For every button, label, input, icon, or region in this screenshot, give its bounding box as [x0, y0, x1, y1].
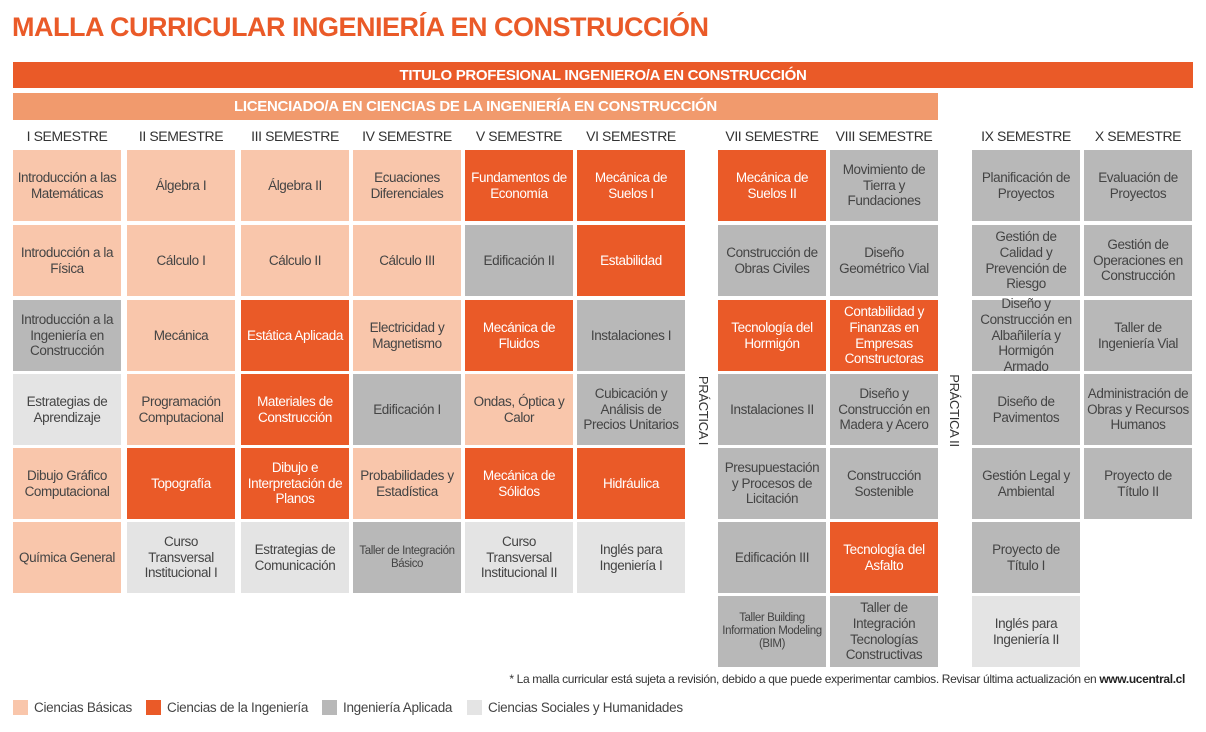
course-cell: Curso Transversal Institucional I	[127, 522, 235, 593]
course-cell: Cubicación y Análisis de Precios Unitari…	[577, 374, 685, 445]
course-cell: Edificación I	[353, 374, 461, 445]
course-cell: Tecnología del Asfalto	[830, 522, 938, 593]
course-cell: Taller Building Information Modeling (BI…	[718, 596, 826, 667]
course-cell: Mecánica de Suelos I	[577, 150, 685, 221]
course-cell: Introducción a la Ingeniería en Construc…	[13, 300, 121, 371]
semester-header: V SEMESTRE	[475, 128, 563, 144]
course-cell: Evaluación de Proyectos	[1084, 150, 1192, 221]
course-cell: Cálculo II	[241, 225, 349, 296]
footnote-link[interactable]: www.ucentral.cl	[1099, 672, 1185, 686]
course-cell: Programación Computacional	[127, 374, 235, 445]
course-cell: Química General	[13, 522, 121, 593]
course-cell: Contabilidad y Finanzas en Empresas Cons…	[830, 300, 938, 371]
course-cell: Estabilidad	[577, 225, 685, 296]
legend-item-ciencias-ingenieria: Ciencias de la Ingeniería	[146, 697, 308, 717]
course-cell: Mecánica de Fluidos	[465, 300, 573, 371]
practica-2-text: PRÁCTICA II	[946, 373, 962, 447]
course-cell: Probabilidades y Estadística	[353, 448, 461, 519]
course-cell: Cálculo III	[353, 225, 461, 296]
course-cell: Estática Aplicada	[241, 300, 349, 371]
semester-header: IX SEMESTRE	[981, 128, 1071, 144]
course-cell: Construcción Sostenible	[830, 448, 938, 519]
legend-label: Ciencias de la Ingeniería	[167, 699, 309, 715]
footnote: * La malla curricular está sujeta a revi…	[450, 672, 1185, 686]
course-cell: Ondas, Óptica y Calor	[465, 374, 573, 445]
legend-item-ingenieria-aplicada: Ingeniería Aplicada	[322, 697, 452, 717]
footnote-text: * La malla curricular está sujeta a revi…	[509, 672, 1100, 686]
semester-header: X SEMESTRE	[1094, 128, 1182, 144]
course-cell: Tecnología del Hormigón	[718, 300, 826, 371]
legend-swatch	[467, 699, 482, 715]
course-cell: Proyecto de Título I	[972, 522, 1080, 593]
course-cell: Diseño y Construcción en Albañilería y H…	[972, 296, 1080, 374]
course-cell: Estrategias de Aprendizaje	[13, 374, 121, 445]
course-cell: Inglés para Ingeniería II	[972, 596, 1080, 667]
course-cell: Álgebra I	[127, 150, 235, 221]
course-cell: Taller de Integración Tecnologías Constr…	[830, 596, 938, 667]
course-cell: Hidráulica	[577, 448, 685, 519]
course-cell: Edificación II	[465, 225, 573, 296]
course-cell: Ecuaciones Diferenciales	[353, 150, 461, 221]
legend-swatch	[13, 699, 28, 715]
course-cell: Dibujo Gráfico Computacional	[13, 448, 121, 519]
course-cell: Inglés para Ingeniería I	[577, 522, 685, 593]
course-cell: Planificación de Proyectos	[972, 150, 1080, 221]
legend-item-ciencias-sociales: Ciencias Sociales y Humanidades	[467, 697, 683, 717]
course-cell: Mecánica de Sólidos	[465, 448, 573, 519]
semester-header: VII SEMESTRE	[725, 128, 819, 144]
legend-item-ciencias-basicas: Ciencias Básicas	[13, 697, 132, 717]
course-cell: Introducción a la Física	[13, 225, 121, 296]
course-cell: Mecánica de Suelos II	[718, 150, 826, 221]
legend-label: Ciencias Sociales y Humanidades	[488, 699, 683, 715]
course-cell: Instalaciones II	[718, 374, 826, 445]
course-cell: Curso Transversal Institucional II	[465, 522, 573, 593]
practica-1-text: PRÁCTICA I	[696, 375, 712, 445]
course-cell: Diseño de Pavimentos	[972, 374, 1080, 445]
course-cell: Construcción de Obras Civiles	[718, 225, 826, 296]
course-cell: Gestión de Calidad y Prevención de Riesg…	[972, 225, 1080, 296]
semester-header: VIII SEMESTRE	[835, 128, 933, 144]
course-cell: Introducción a las Matemáticas	[13, 150, 121, 221]
semester-header: IV SEMESTRE	[362, 128, 452, 144]
course-cell: Diseño Geométrico Vial	[830, 225, 938, 296]
course-cell: Materiales de Construcción	[241, 374, 349, 445]
course-cell: Gestión Legal y Ambiental	[972, 448, 1080, 519]
course-cell: Administración de Obras y Recursos Human…	[1084, 374, 1192, 445]
course-cell: Estrategias de Comunicación	[241, 522, 349, 593]
course-cell: Taller de Integración Básico	[353, 522, 461, 593]
course-cell: Electricidad y Magnetismo	[353, 300, 461, 371]
legend-swatch	[146, 699, 161, 715]
legend-label: Ingeniería Aplicada	[343, 699, 453, 715]
legend-label: Ciencias Básicas	[34, 699, 132, 715]
course-cell: Gestión de Operaciones en Construcción	[1084, 225, 1192, 296]
course-cell: Proyecto de Título II	[1084, 448, 1192, 519]
course-cell: Mecánica	[127, 300, 235, 371]
course-cell: Diseño y Construcción en Madera y Acero	[830, 374, 938, 445]
legend-swatch	[322, 699, 337, 715]
course-cell: Topografía	[127, 448, 235, 519]
course-cell: Cálculo I	[127, 225, 235, 296]
course-cell: Instalaciones I	[577, 300, 685, 371]
semester-header: I SEMESTRE	[26, 128, 108, 144]
course-cell: Fundamentos de Economía	[465, 150, 573, 221]
licenciado-banner: LICENCIADO/A EN CIENCIAS DE LA INGENIERÍ…	[13, 93, 938, 120]
course-cell: Álgebra II	[241, 150, 349, 221]
semester-header: III SEMESTRE	[251, 128, 339, 144]
course-cell: Taller de Ingeniería Vial	[1084, 300, 1192, 371]
titulo-profesional-banner: TITULO PROFESIONAL INGENIERO/A EN CONSTR…	[13, 62, 1193, 88]
semester-header: VI SEMESTRE	[586, 128, 676, 144]
practica-1-label: PRÁCTICA I	[694, 375, 714, 445]
practica-2-label: PRÁCTICA II	[944, 373, 964, 447]
course-cell: Movimiento de Tierra y Fundaciones	[830, 150, 938, 221]
course-cell: Presupuestación y Procesos de Licitación	[718, 448, 826, 519]
course-cell: Dibujo e Interpretación de Planos	[241, 448, 349, 519]
course-cell: Edificación III	[718, 522, 826, 593]
page-title: MALLA CURRICULAR INGENIERÍA EN CONSTRUCC…	[12, 12, 709, 42]
semester-header: II SEMESTRE	[138, 128, 224, 144]
